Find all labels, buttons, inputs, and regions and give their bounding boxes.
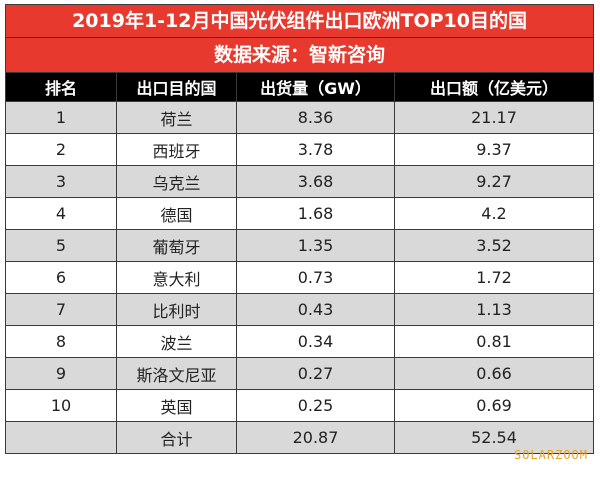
cell-value: 52.54 — [393, 421, 595, 454]
title-row-1: 2019年1-12月中国光伏组件出口欧洲TOP10目的国 — [4, 4, 595, 38]
cell-volume: 1.35 — [236, 229, 395, 262]
cell-rank: 10 — [5, 389, 117, 422]
table-title: 2019年1-12月中国光伏组件出口欧洲TOP10目的国 — [4, 4, 595, 38]
cell-rank: 8 — [5, 325, 117, 358]
cell-country: 乌克兰 — [116, 165, 237, 198]
cell-volume: 3.78 — [236, 133, 395, 166]
cell-volume: 0.34 — [236, 325, 395, 358]
table-row: 3 乌克兰 3.68 9.27 — [5, 165, 595, 198]
table-row: 7 比利时 0.43 1.13 — [5, 293, 595, 326]
cell-rank: 1 — [5, 101, 117, 134]
cell-rank: 5 — [5, 229, 117, 262]
cell-country: 西班牙 — [116, 133, 237, 166]
cell-country: 斯洛文尼亚 — [116, 357, 237, 390]
cell-country: 意大利 — [116, 261, 237, 294]
cell-value: 21.17 — [393, 101, 595, 134]
cell-country: 德国 — [116, 197, 237, 230]
table-body: 1 荷兰 8.36 21.17 2 西班牙 3.78 9.37 3 乌克兰 3.68 9.27 4 德国 1… — [5, 101, 595, 454]
table-row: 8 波兰 0.34 0.81 — [5, 325, 595, 358]
title-row-2: 数据来源：智新咨询 — [4, 37, 595, 73]
cell-value: 4.2 — [393, 197, 595, 230]
cell-value: 3.52 — [393, 229, 595, 262]
header-country: 出口目的国 — [116, 72, 237, 102]
cell-country: 英国 — [116, 389, 237, 422]
table-row: 10 英国 0.25 0.69 — [5, 389, 595, 422]
cell-volume: 0.43 — [236, 293, 395, 326]
cell-rank: 7 — [5, 293, 117, 326]
cell-rank: 3 — [5, 165, 117, 198]
header-value: 出口额（亿美元） — [393, 72, 595, 102]
cell-rank: 4 — [5, 197, 117, 230]
cell-volume: 3.68 — [236, 165, 395, 198]
cell-country: 比利时 — [116, 293, 237, 326]
cell-rank: 2 — [5, 133, 117, 166]
cell-rank — [5, 421, 117, 454]
cell-volume: 0.73 — [236, 261, 395, 294]
cell-country: 荷兰 — [116, 101, 237, 134]
header-row: 排名 出口目的国 出货量（GW） 出口额（亿美元） — [5, 72, 595, 102]
cell-value: 9.27 — [393, 165, 595, 198]
watermark: SOLARZOOM — [513, 448, 588, 462]
cell-value: 1.13 — [393, 293, 595, 326]
cell-volume: 1.68 — [236, 197, 395, 230]
cell-value: 0.69 — [393, 389, 595, 422]
table-row: 9 斯洛文尼亚 0.27 0.66 — [5, 357, 595, 390]
cell-country: 波兰 — [116, 325, 237, 358]
header-volume: 出货量（GW） — [236, 72, 395, 102]
table-row: 4 德国 1.68 4.2 — [5, 197, 595, 230]
header-rank: 排名 — [5, 72, 117, 102]
table-row: 2 西班牙 3.78 9.37 — [5, 133, 595, 166]
cell-rank: 6 — [5, 261, 117, 294]
total-row: 合计 20.87 52.54 — [5, 421, 595, 454]
cell-volume: 0.27 — [236, 357, 395, 390]
cell-value: 9.37 — [393, 133, 595, 166]
cell-volume: 8.36 — [236, 101, 395, 134]
table-row: 1 荷兰 8.36 21.17 — [5, 101, 595, 134]
cell-country: 葡萄牙 — [116, 229, 237, 262]
cell-rank: 9 — [5, 357, 117, 390]
cell-volume: 20.87 — [236, 421, 395, 454]
cell-value: 1.72 — [393, 261, 595, 294]
cell-volume: 0.25 — [236, 389, 395, 422]
cell-country: 合计 — [116, 421, 237, 454]
table-row: 5 葡萄牙 1.35 3.52 — [5, 229, 595, 262]
table-source: 数据来源：智新咨询 — [4, 37, 595, 73]
table-row: 6 意大利 0.73 1.72 — [5, 261, 595, 294]
cell-value: 0.81 — [393, 325, 595, 358]
cell-value: 0.66 — [393, 357, 595, 390]
export-table: 2019年1-12月中国光伏组件出口欧洲TOP10目的国 数据来源：智新咨询 排… — [4, 4, 595, 454]
